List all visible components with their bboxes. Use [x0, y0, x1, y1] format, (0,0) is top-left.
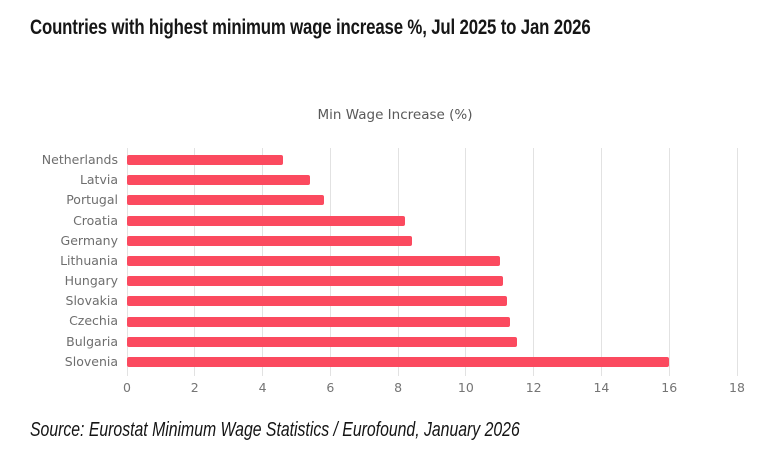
- bar-chart: Min Wage Increase (%) 0 2 4 6 8 10 12 14 16 18 Net…: [30, 100, 760, 400]
- category-label: Czechia: [69, 313, 118, 329]
- bar: [127, 235, 412, 246]
- x-tick-label: 10: [457, 380, 474, 395]
- category-label: Croatia: [73, 212, 118, 228]
- category-label: Slovakia: [65, 293, 118, 309]
- category-label: Slovenia: [64, 353, 118, 369]
- x-tick-label: 16: [661, 380, 678, 395]
- source-note: Source: Eurostat Minimum Wage Statistics…: [30, 419, 520, 441]
- category-label: Netherlands: [41, 152, 118, 167]
- chart-title: Min Wage Increase (%): [317, 107, 473, 123]
- bar: [127, 296, 507, 307]
- bar: [127, 276, 504, 287]
- bar: [127, 356, 670, 367]
- category-label: Germany: [60, 232, 118, 248]
- x-tick-label: 12: [525, 380, 542, 395]
- category-label: Bulgaria: [66, 333, 118, 349]
- category-label: Hungary: [64, 273, 118, 289]
- category-label: Latvia: [79, 172, 118, 188]
- gridline: [533, 148, 535, 376]
- x-tick-label: 14: [593, 380, 610, 395]
- page-title: Countries with highest minimum wage incr…: [30, 16, 591, 39]
- bar: [127, 215, 405, 226]
- bar: [127, 316, 510, 327]
- x-tick-label: 2: [190, 380, 199, 395]
- x-tick-label: 18: [729, 380, 745, 395]
- category-label: Lithuania: [60, 252, 118, 268]
- bar: [127, 336, 517, 347]
- bar: [127, 175, 310, 186]
- bar: [127, 256, 500, 266]
- x-tick-label: 6: [326, 380, 335, 395]
- gridline: [736, 148, 738, 376]
- bar: [127, 195, 324, 206]
- category-label: Portugal: [66, 192, 118, 208]
- plot-area: 0 2 4 6 8 10 12 14 16 18 Netherlands Latvia Portugal…: [42, 148, 745, 395]
- gridline: [668, 148, 670, 376]
- x-tick-label: 4: [258, 380, 267, 395]
- gridline: [600, 148, 602, 376]
- x-tick-label: 8: [394, 380, 403, 395]
- x-tick-label: 0: [123, 380, 131, 395]
- bar: [127, 155, 283, 166]
